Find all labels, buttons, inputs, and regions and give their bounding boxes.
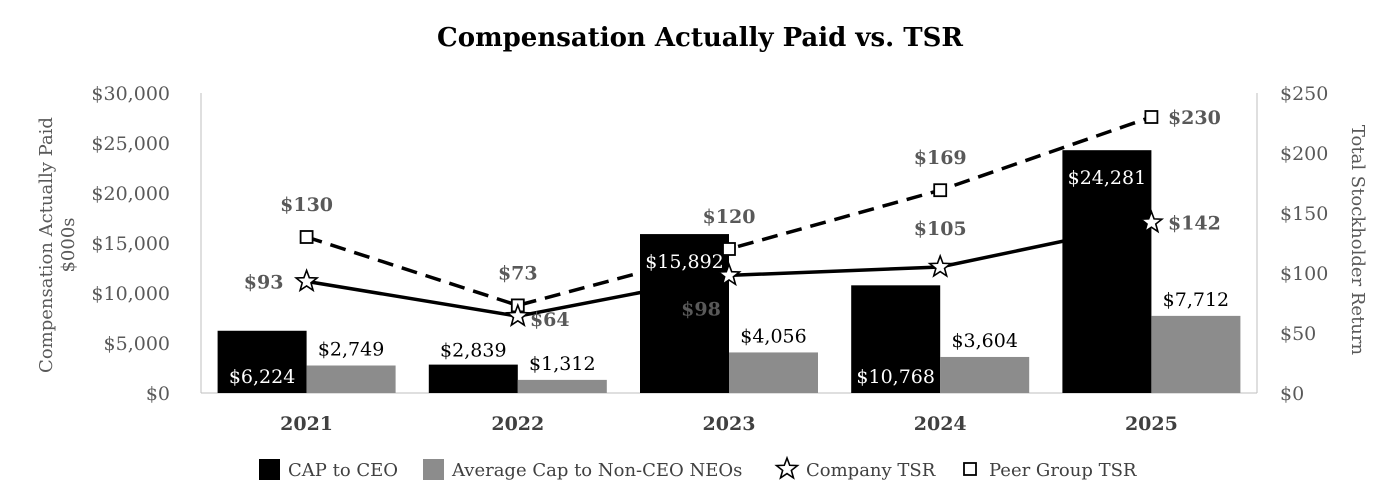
bar-label-avg-cap-neo: $7,712 <box>1163 289 1229 311</box>
data-labels: $6,224 $2,749 $2,839 $1,312 $15,892 $4,056 $10… <box>229 107 1229 388</box>
bar-cap-ceo <box>640 234 729 393</box>
bar-avg-cap-neo <box>517 379 607 393</box>
legend-label-company-tsr: Company TSR <box>806 460 936 481</box>
line-markers <box>293 110 1165 327</box>
bar-cap-ceo <box>217 330 307 393</box>
right-tick-label: $250 <box>1280 83 1328 105</box>
marker-company-tsr <box>505 302 531 327</box>
bar-cap-ceo <box>428 364 518 393</box>
left-tick-label: $30,000 <box>91 83 170 105</box>
marker-peer-group-tsr <box>1144 110 1159 124</box>
bar-series <box>217 150 1241 393</box>
left-tick-label: $0 <box>146 383 170 405</box>
bar-label-cap-ceo: $2,839 <box>440 340 506 362</box>
right-tick-label: $150 <box>1280 203 1328 225</box>
data-label-company-tsr: $105 <box>914 218 967 240</box>
marker-peer-group-tsr <box>722 242 736 256</box>
marker-company-tsr <box>1138 209 1165 234</box>
data-label-peer-group-tsr: $73 <box>498 262 538 284</box>
legend: CAP to CEO Average Cap to Non-CEO NEOs C… <box>259 455 1137 481</box>
x-axis-categories: 2021 2022 2023 2024 2025 <box>280 413 1178 435</box>
data-label-peer-group-tsr: $120 <box>703 206 756 228</box>
legend-star-shape <box>774 455 800 480</box>
bar-label-avg-cap-neo: $3,604 <box>951 330 1017 352</box>
left-axis-ticks: $0 $5,000 $10,000 $15,000 $20,000 $25,000 $30,… <box>91 83 170 405</box>
data-label-company-tsr: $64 <box>530 309 570 331</box>
right-tick-label: $50 <box>1280 323 1316 345</box>
right-axis-title: Total Stockholder Return <box>1347 125 1368 356</box>
legend-label-avg-cap-neo: Average Cap to Non-CEO NEOs <box>451 460 742 481</box>
left-tick-label: $20,000 <box>91 183 170 205</box>
bar-label-cap-ceo: $10,768 <box>856 366 935 388</box>
marker-company-tsr <box>293 268 320 293</box>
marker-peer-group-tsr <box>933 183 948 198</box>
bar-label-cap-ceo: $15,892 <box>645 251 724 273</box>
right-tick-label: $100 <box>1280 263 1328 285</box>
legend-square-icon <box>963 462 977 476</box>
left-axis-title-line2: $000s <box>58 217 79 272</box>
bar-avg-cap-neo <box>306 365 396 393</box>
x-category-label: 2023 <box>703 413 756 435</box>
bar-cap-ceo <box>1062 150 1152 393</box>
data-label-company-tsr: $93 <box>244 271 284 293</box>
bar-avg-cap-neo <box>940 356 1030 393</box>
chart-title: Compensation Actually Paid vs. TSR <box>437 23 963 53</box>
legend-star-icon <box>774 455 800 480</box>
left-axis-title-line1: Compensation Actually Paid <box>36 117 57 373</box>
right-axis-ticks: $0 $50 $100 $150 $200 $250 <box>1280 83 1328 405</box>
bar-label-avg-cap-neo: $2,749 <box>318 339 384 361</box>
x-category-label: 2021 <box>280 413 333 435</box>
bar-label-cap-ceo: $24,281 <box>1068 167 1147 189</box>
marker-company-tsr <box>927 253 953 278</box>
x-category-label: 2025 <box>1125 413 1178 435</box>
data-label-peer-group-tsr: $130 <box>280 194 333 216</box>
data-label-company-tsr: $142 <box>1168 213 1221 235</box>
bar-avg-cap-neo <box>729 352 818 393</box>
bar-cap-ceo <box>851 285 941 393</box>
marker-peer-group-tsr <box>299 230 314 244</box>
left-tick-label: $15,000 <box>91 233 170 255</box>
data-label-company-tsr: $98 <box>681 298 721 320</box>
bar-label-avg-cap-neo: $1,312 <box>529 353 595 375</box>
bar-label-cap-ceo: $6,224 <box>229 366 295 388</box>
right-tick-label: $0 <box>1280 383 1304 405</box>
legend-label-cap-ceo: CAP to CEO <box>288 460 398 481</box>
left-tick-label: $5,000 <box>104 333 170 355</box>
marker-company-tsr <box>716 262 742 287</box>
data-label-peer-group-tsr: $169 <box>914 147 967 169</box>
right-tick-label: $200 <box>1280 143 1328 165</box>
bar-avg-cap-neo <box>1151 315 1241 393</box>
left-tick-label: $25,000 <box>91 133 170 155</box>
legend-swatch-avg-cap-neo <box>423 459 444 480</box>
legend-swatch-cap-ceo <box>259 459 280 480</box>
data-label-peer-group-tsr: $230 <box>1168 107 1221 129</box>
left-tick-label: $10,000 <box>91 283 170 305</box>
x-category-label: 2024 <box>914 413 967 435</box>
x-category-label: 2022 <box>491 413 544 435</box>
legend-label-peer-tsr: Peer Group TSR <box>989 460 1137 481</box>
bar-label-avg-cap-neo: $4,056 <box>740 325 806 347</box>
